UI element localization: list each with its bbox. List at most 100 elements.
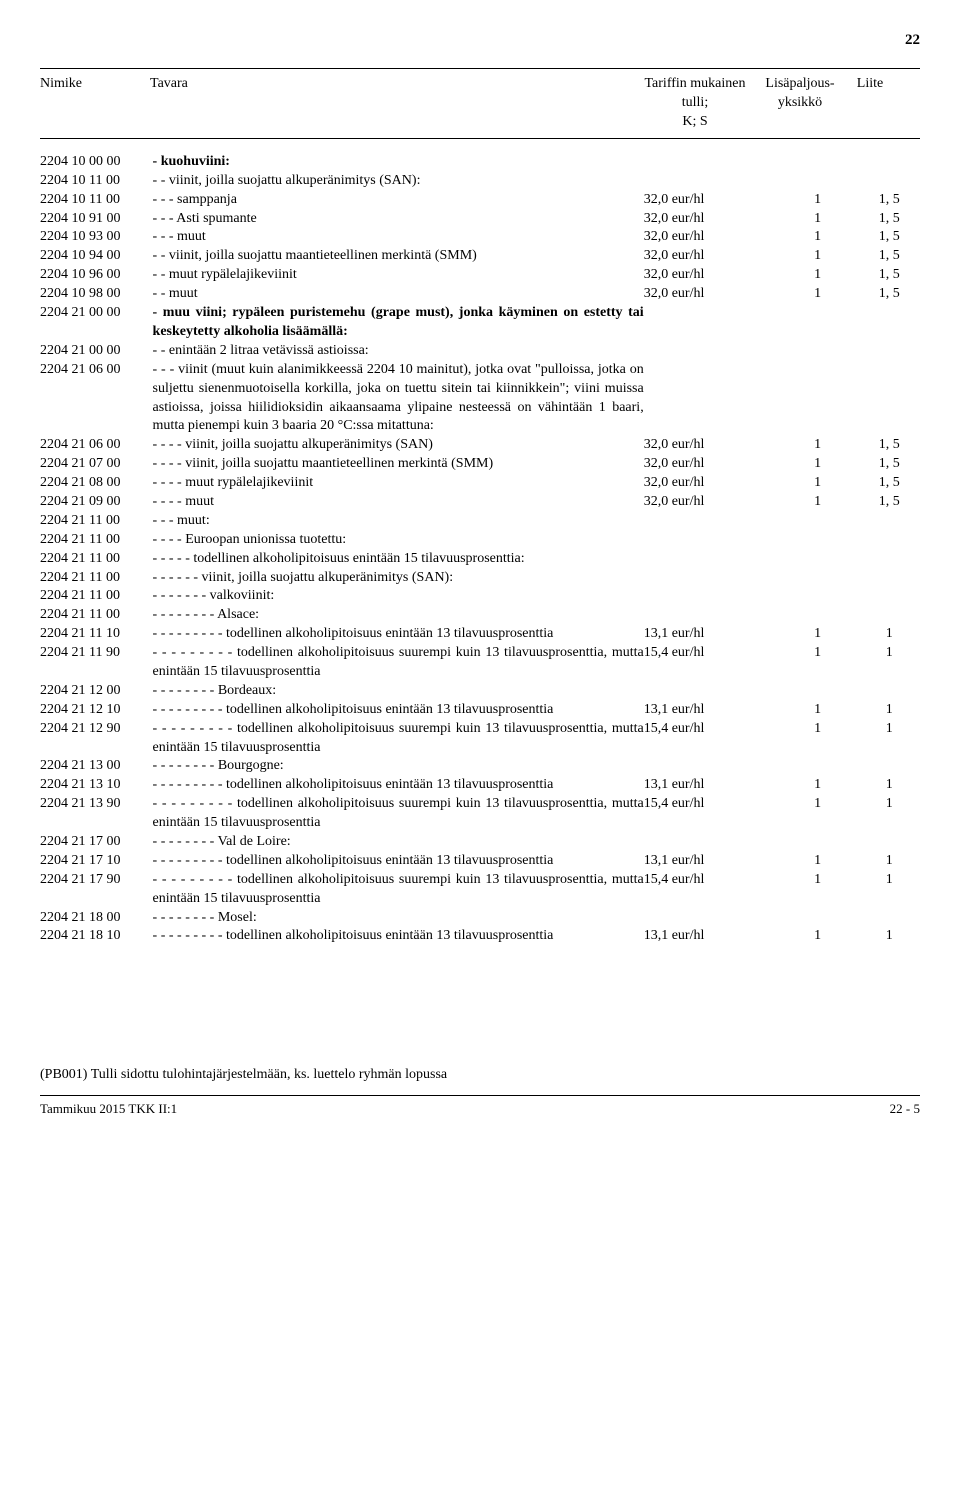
cell-unit: 1 [777, 493, 859, 512]
cell-annex: 1 [859, 776, 920, 795]
cell-code: 2204 21 17 10 [40, 852, 153, 871]
cell-tariff [644, 304, 777, 342]
cell-desc: - - - - - - - - Alsace: [153, 606, 644, 625]
table-row: 2204 21 13 90- - - - - - - - - todelline… [40, 795, 920, 833]
cell-tariff [644, 682, 777, 701]
cell-desc: - - - - - - - - - todellinen alkoholipit… [153, 625, 644, 644]
cell-tariff [644, 531, 777, 550]
cell-desc: - - - - - todellinen alkoholipitoisuus e… [153, 550, 644, 569]
cell-tariff: 32,0 eur/hl [644, 493, 777, 512]
cell-annex: 1 [859, 625, 920, 644]
cell-tariff [644, 833, 777, 852]
table-row: 2204 21 11 00- - - muut: [40, 512, 920, 531]
cell-tariff [644, 550, 777, 569]
cell-code: 2204 21 09 00 [40, 493, 153, 512]
cell-annex [859, 833, 920, 852]
table-row: 2204 21 13 00- - - - - - - - Bourgogne: [40, 757, 920, 776]
cell-desc: - - enintään 2 litraa vetävissä astioiss… [153, 342, 644, 361]
cell-desc: - - - - muut [153, 493, 644, 512]
cell-tariff: 32,0 eur/hl [644, 228, 777, 247]
cell-annex [859, 153, 920, 172]
cell-annex: 1 [859, 644, 920, 682]
cell-tariff [644, 587, 777, 606]
cell-code: 2204 21 12 10 [40, 701, 153, 720]
cell-annex: 1, 5 [859, 436, 920, 455]
cell-annex: 1, 5 [859, 493, 920, 512]
cell-desc: - - - - - - - - - todellinen alkoholipit… [153, 701, 644, 720]
cell-desc: - - - - - - - valkoviinit: [153, 587, 644, 606]
cell-code: 2204 10 91 00 [40, 210, 153, 229]
cell-code: 2204 21 18 10 [40, 927, 153, 946]
cell-desc: - - - - - - viinit, joilla suojattu alku… [153, 569, 644, 588]
cell-annex [859, 587, 920, 606]
cell-unit [777, 587, 859, 606]
cell-annex [859, 531, 920, 550]
cell-unit: 1 [777, 474, 859, 493]
table-row: 2204 21 11 00- - - - - todellinen alkoho… [40, 550, 920, 569]
cell-tariff: 13,1 eur/hl [644, 776, 777, 795]
cell-desc: - kuohuviini: [153, 153, 644, 172]
table-row: 2204 21 17 10- - - - - - - - - todelline… [40, 852, 920, 871]
cell-desc: - - - - - - - - Bourgogne: [153, 757, 644, 776]
header-tariff-l1: Tariffin mukainen tulli; [644, 76, 745, 110]
cell-annex: 1, 5 [859, 191, 920, 210]
cell-unit [777, 682, 859, 701]
cell-desc: - - - - muut rypälelajikeviinit [153, 474, 644, 493]
cell-code: 2204 21 12 00 [40, 682, 153, 701]
cell-unit: 1 [777, 852, 859, 871]
table-row: 2204 21 00 00- muu viini; rypäleen puris… [40, 304, 920, 342]
cell-tariff: 15,4 eur/hl [644, 644, 777, 682]
cell-desc: - - - Asti spumante [153, 210, 644, 229]
cell-unit: 1 [777, 228, 859, 247]
header-unit-l1: Lisäpaljous- [765, 76, 834, 91]
cell-unit [777, 172, 859, 191]
table-row: 2204 10 11 00- - viinit, joilla suojattu… [40, 172, 920, 191]
cell-annex: 1 [859, 795, 920, 833]
cell-annex [859, 342, 920, 361]
cell-annex: 1, 5 [859, 474, 920, 493]
cell-code: 2204 21 00 00 [40, 342, 153, 361]
table-row: 2204 21 11 00- - - - - - - - Alsace: [40, 606, 920, 625]
table-row: 2204 10 94 00- - viinit, joilla suojattu… [40, 247, 920, 266]
cell-unit [777, 550, 859, 569]
cell-tariff [644, 153, 777, 172]
cell-tariff: 32,0 eur/hl [644, 436, 777, 455]
cell-unit [777, 606, 859, 625]
cell-annex [859, 757, 920, 776]
table-row: 2204 21 11 00- - - - Euroopan unionissa … [40, 531, 920, 550]
cell-annex [859, 512, 920, 531]
cell-tariff: 13,1 eur/hl [644, 927, 777, 946]
cell-desc: - - - - - - - - - todellinen alkoholipit… [153, 871, 644, 909]
cell-annex: 1, 5 [859, 455, 920, 474]
cell-code: 2204 21 12 90 [40, 720, 153, 758]
table-row: 2204 21 09 00- - - - muut32,0 eur/hl11, … [40, 493, 920, 512]
cell-annex: 1, 5 [859, 266, 920, 285]
header-unit: Lisäpaljous- yksikkö [760, 75, 840, 132]
header-unit-l2: yksikkö [778, 95, 822, 110]
cell-unit [777, 531, 859, 550]
cell-unit: 1 [777, 927, 859, 946]
table-row: 2204 21 17 00- - - - - - - - Val de Loir… [40, 833, 920, 852]
table-row: 2204 21 07 00- - - - viinit, joilla suoj… [40, 455, 920, 474]
cell-desc: - - viinit, joilla suojattu maantieteell… [153, 247, 644, 266]
cell-code: 2204 21 11 00 [40, 531, 153, 550]
cell-tariff [644, 512, 777, 531]
cell-annex: 1 [859, 852, 920, 871]
header-desc: Tavara [150, 75, 630, 132]
cell-unit: 1 [777, 436, 859, 455]
cell-tariff [644, 909, 777, 928]
cell-desc: - - - - viinit, joilla suojattu maantiet… [153, 455, 644, 474]
cell-desc: - - - - Euroopan unionissa tuotettu: [153, 531, 644, 550]
cell-tariff: 13,1 eur/hl [644, 625, 777, 644]
cell-annex: 1, 5 [859, 210, 920, 229]
cell-tariff: 15,4 eur/hl [644, 720, 777, 758]
cell-code: 2204 21 13 90 [40, 795, 153, 833]
cell-annex [859, 361, 920, 437]
table-row: 2204 21 06 00- - - viinit (muut kuin ala… [40, 361, 920, 437]
cell-code: 2204 21 18 00 [40, 909, 153, 928]
cell-tariff [644, 342, 777, 361]
table-row: 2204 10 98 00- - muut32,0 eur/hl11, 5 [40, 285, 920, 304]
table-row: 2204 10 93 00- - - muut32,0 eur/hl11, 5 [40, 228, 920, 247]
tariff-table: 2204 10 00 00- kuohuviini:2204 10 11 00-… [40, 153, 920, 946]
cell-annex [859, 304, 920, 342]
